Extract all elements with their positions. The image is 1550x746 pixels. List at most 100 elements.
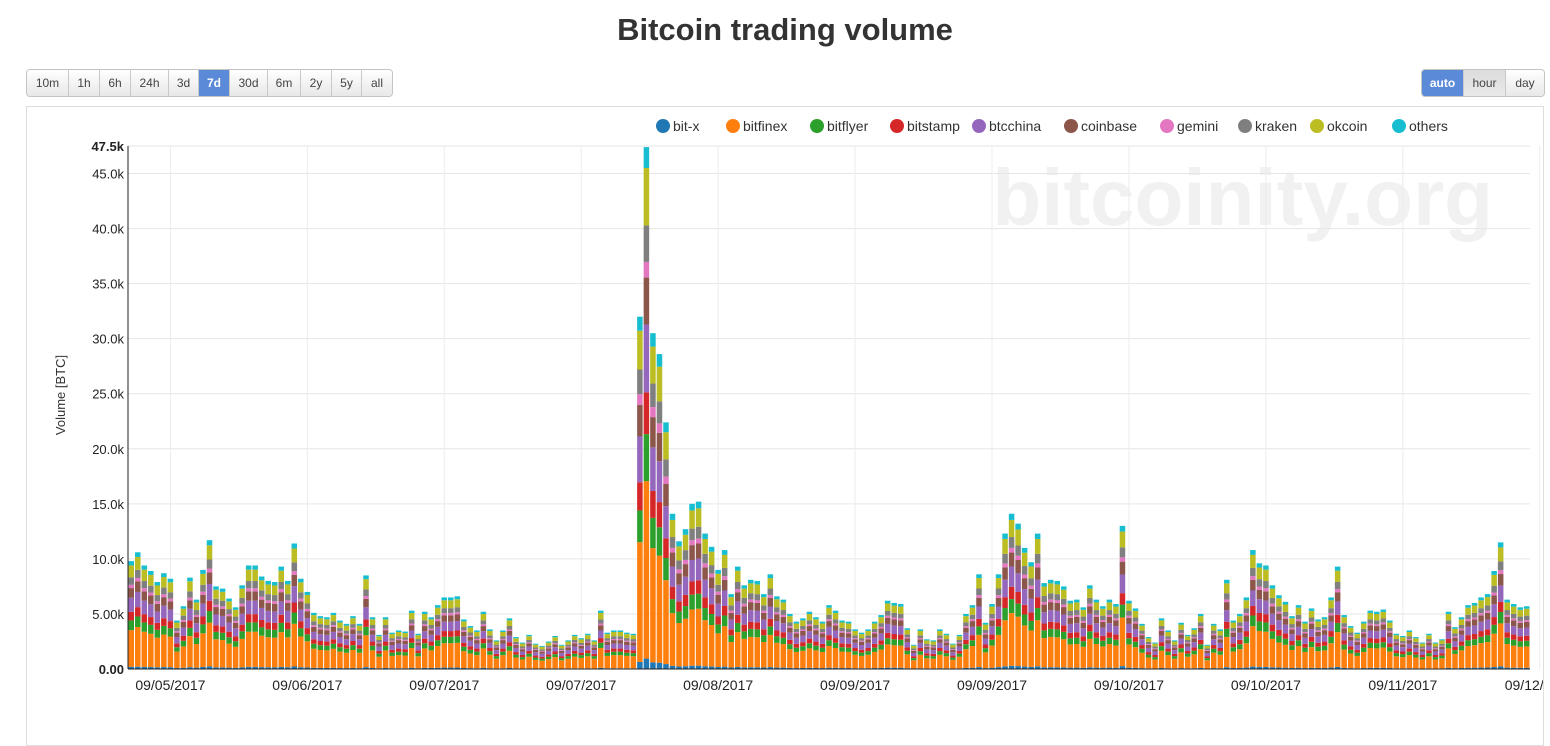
bar-segment-bitfinex[interactable] <box>1328 643 1334 667</box>
bar-segment-btcchina[interactable] <box>324 635 330 642</box>
bar-segment-coinbase[interactable] <box>135 581 141 592</box>
bar-segment-gemini[interactable] <box>213 605 219 607</box>
bar-segment-okcoin[interactable] <box>852 631 858 635</box>
bar-segment-bitflyer[interactable] <box>624 653 630 656</box>
bar-segment-gemini[interactable] <box>1491 593 1497 596</box>
bar-segment-okcoin[interactable] <box>1439 640 1445 643</box>
bar-segment-btcchina[interactable] <box>200 604 206 617</box>
bar-segment-btcchina[interactable] <box>1061 615 1067 626</box>
bar-segment-bitflyer[interactable] <box>1146 655 1152 658</box>
bar-segment-gemini[interactable] <box>605 641 611 642</box>
bar-segment-coinbase[interactable] <box>148 596 154 605</box>
bar-segment-btcchina[interactable] <box>1074 623 1080 632</box>
bar-segment-coinbase[interactable] <box>924 647 930 650</box>
bar-segment-btcchina[interactable] <box>500 644 506 649</box>
bar-segment-bitfinex[interactable] <box>826 646 832 668</box>
bar-segment-bitflyer[interactable] <box>1302 648 1308 652</box>
bar-segment-btcchina[interactable] <box>1126 624 1132 633</box>
bar-segment-coinbase[interactable] <box>376 643 382 646</box>
bar-segment-others[interactable] <box>363 575 369 579</box>
bar-segment-kraken[interactable] <box>591 645 597 647</box>
bar-segment-kraken[interactable] <box>741 598 747 604</box>
bar-segment-okcoin[interactable] <box>1087 589 1093 598</box>
bar-segment-others[interactable] <box>937 629 943 631</box>
bar-segment-btcchina[interactable] <box>1426 646 1432 651</box>
bar-segment-gemini[interactable] <box>833 623 839 625</box>
bar-segment-others[interactable] <box>546 641 552 642</box>
bar-segment-others[interactable] <box>1498 542 1504 547</box>
bar-segment-others[interactable] <box>337 621 343 623</box>
bar-segment-coinbase[interactable] <box>1276 614 1282 621</box>
bar-segment-others[interactable] <box>1407 630 1413 632</box>
bar-segment-others[interactable] <box>428 617 434 619</box>
bar-segment-bitstamp[interactable] <box>1002 597 1008 608</box>
bar-segment-okcoin[interactable] <box>461 621 467 626</box>
bar-segment-kraken[interactable] <box>650 384 656 408</box>
bar-segment-bitstamp[interactable] <box>1146 652 1152 655</box>
bar-segment-gemini[interactable] <box>1387 631 1393 632</box>
bar-segment-okcoin[interactable] <box>1341 617 1347 623</box>
bar-segment-okcoin[interactable] <box>1302 624 1308 629</box>
bar-segment-others[interactable] <box>852 629 858 631</box>
bar-segment-bitfinex[interactable] <box>533 660 539 669</box>
bar-segment-bitflyer[interactable] <box>976 626 982 635</box>
bar-segment-kraken[interactable] <box>513 642 519 644</box>
bar-segment-okcoin[interactable] <box>135 557 141 570</box>
bar-segment-bitstamp[interactable] <box>1028 612 1034 621</box>
bar-segment-coinbase[interactable] <box>1159 631 1165 636</box>
bar-segment-kraken[interactable] <box>265 594 271 600</box>
bar-segment-others[interactable] <box>800 618 806 620</box>
bar-segment-bitfinex[interactable] <box>970 646 976 668</box>
bar-segment-okcoin[interactable] <box>1002 539 1008 554</box>
bar-segment-bitfinex[interactable] <box>396 655 402 668</box>
bar-segment-bitfinex[interactable] <box>781 644 787 668</box>
bar-segment-bitfinex[interactable] <box>252 632 258 667</box>
bar-segment-others[interactable] <box>878 615 884 617</box>
bar-segment-coinbase[interactable] <box>1002 567 1008 579</box>
bar-segment-bitstamp[interactable] <box>1413 652 1419 655</box>
bar-segment-kraken[interactable] <box>1061 599 1067 605</box>
bar-segment-bitstamp[interactable] <box>305 628 311 634</box>
bar-segment-bitflyer[interactable] <box>487 651 493 655</box>
bar-segment-others[interactable] <box>963 614 969 616</box>
bar-segment-bitstamp[interactable] <box>129 612 135 621</box>
bar-segment-coinbase[interactable] <box>396 640 402 643</box>
bar-segment-coinbase[interactable] <box>520 649 526 651</box>
bar-segment-btcchina[interactable] <box>878 633 884 640</box>
bar-segment-btcchina[interactable] <box>670 567 676 587</box>
bar-segment-okcoin[interactable] <box>1159 620 1165 626</box>
bar-segment-bitfinex[interactable] <box>461 651 467 668</box>
bar-segment-gemini[interactable] <box>1218 638 1224 639</box>
legend-label-bitstamp[interactable]: bitstamp <box>907 118 960 134</box>
bar-segment-bitflyer[interactable] <box>1381 642 1387 647</box>
bar-segment-coinbase[interactable] <box>572 643 578 646</box>
bar-segment-okcoin[interactable] <box>161 577 167 588</box>
bar-segment-btcchina[interactable] <box>448 622 454 631</box>
bar-segment-gemini[interactable] <box>1107 615 1113 617</box>
bar-segment-others[interactable] <box>252 566 258 570</box>
bar-segment-btcchina[interactable] <box>983 638 989 644</box>
bar-segment-kraken[interactable] <box>1387 628 1393 631</box>
bar-segment-kraken[interactable] <box>944 639 950 641</box>
bar-segment-bitstamp[interactable] <box>1074 632 1080 638</box>
bar-segment-bitflyer[interactable] <box>774 636 780 643</box>
bar-segment-others[interactable] <box>983 623 989 625</box>
bar-segment-gemini[interactable] <box>1198 626 1204 628</box>
bar-segment-okcoin[interactable] <box>1061 590 1067 599</box>
bar-segment-okcoin[interactable] <box>631 635 637 639</box>
bar-segment-okcoin[interactable] <box>618 632 624 636</box>
bar-segment-bitflyer[interactable] <box>428 646 434 651</box>
bar-segment-btcchina[interactable] <box>442 622 448 631</box>
bar-segment-gemini[interactable] <box>559 650 565 651</box>
bar-segment-gemini[interactable] <box>207 569 213 573</box>
bar-segment-gemini[interactable] <box>1413 644 1419 645</box>
bar-segment-others[interactable] <box>1244 597 1250 600</box>
bar-segment-bitfinex[interactable] <box>944 656 950 668</box>
bar-segment-coinbase[interactable] <box>272 604 278 612</box>
bar-segment-coinbase[interactable] <box>174 633 180 637</box>
bar-segment-bitstamp[interactable] <box>1165 649 1171 652</box>
bar-segment-others[interactable] <box>631 634 637 635</box>
bar-segment-bitfinex[interactable] <box>305 641 311 667</box>
bar-segment-okcoin[interactable] <box>1250 555 1256 568</box>
bar-segment-gemini[interactable] <box>246 588 252 591</box>
